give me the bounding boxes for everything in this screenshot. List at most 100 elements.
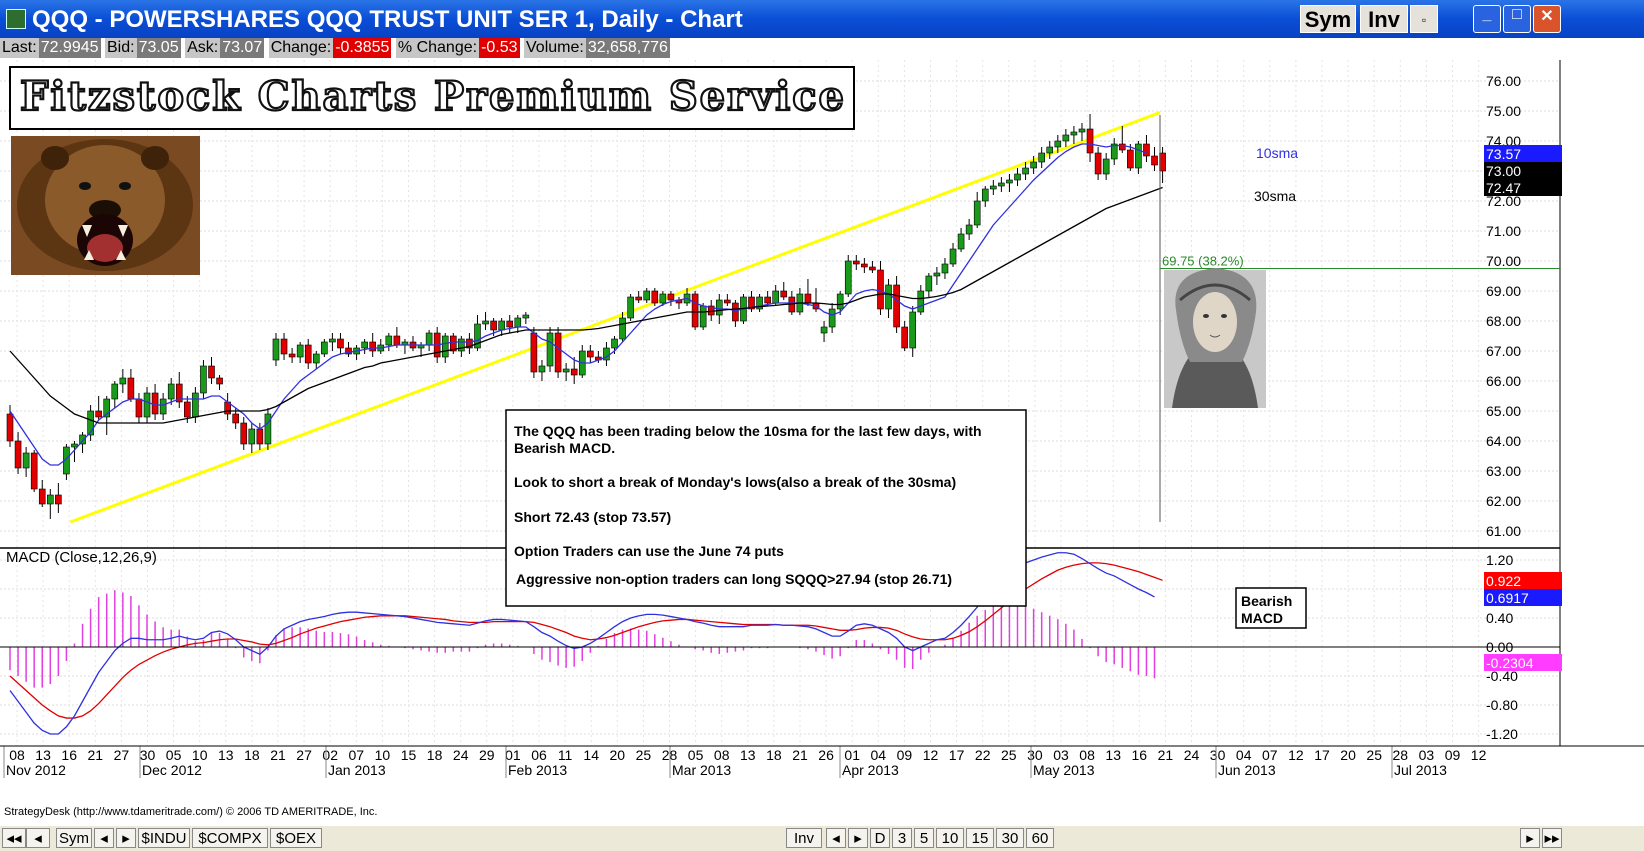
candle-body <box>522 314 530 319</box>
date-tick-label: 21 <box>792 747 808 763</box>
restore-chart-icon[interactable]: ▫ <box>1410 5 1438 33</box>
bottom-toolbar: StrategyDesk (http://www.tdameritrade.co… <box>0 806 1644 851</box>
candle-body <box>143 392 151 418</box>
tab-indu[interactable]: $INDU <box>138 828 190 848</box>
sym-tab[interactable]: Sym <box>56 828 92 848</box>
candle-body <box>901 326 908 349</box>
macd-value: 0.6917 <box>1486 590 1529 606</box>
date-tick-label: 13 <box>218 747 234 763</box>
month-tick-label: Nov 2012 <box>6 762 66 778</box>
candle-body <box>1143 143 1150 157</box>
candle-body <box>965 224 973 235</box>
candle-body <box>990 185 997 190</box>
candle-body <box>715 299 723 316</box>
date-tick-label: 17 <box>949 747 965 763</box>
candle-body <box>981 188 989 202</box>
candle-body <box>554 332 562 373</box>
period-next-icon[interactable]: ▸ <box>848 828 868 848</box>
bearish-macd-box: Bearish MACD <box>1235 587 1307 629</box>
candle-body <box>369 341 377 352</box>
candle-body <box>909 311 917 349</box>
candle-body <box>208 365 215 379</box>
period-tab-15[interactable]: 15 <box>966 828 994 848</box>
candle-body <box>288 353 296 358</box>
candle-body <box>820 326 828 334</box>
date-tick-label: 21 <box>1158 747 1174 763</box>
bearish-label-2: MACD <box>1241 610 1283 626</box>
candle-body <box>1102 158 1110 175</box>
date-tick-label: 24 <box>1184 747 1200 763</box>
bid-value: 73.05 <box>136 38 181 58</box>
tab-compx[interactable]: $COMPX <box>192 828 268 848</box>
macd-signal-line <box>9 562 1163 719</box>
candle-body <box>280 338 288 355</box>
sma-layer <box>9 143 1163 466</box>
sma30-line <box>9 186 1163 424</box>
maximize-icon[interactable]: □ <box>1503 5 1531 33</box>
price-tick-label: 64.00 <box>1486 433 1521 449</box>
inv-button[interactable]: Inv <box>1360 5 1408 33</box>
period-tab-30[interactable]: 30 <box>996 828 1024 848</box>
candle-body <box>611 338 618 349</box>
sym-button[interactable]: Sym <box>1300 5 1356 33</box>
signal-value-box <box>1484 572 1562 589</box>
price-tick-label: 62.00 <box>1486 493 1521 509</box>
candle-body <box>321 341 328 355</box>
candle-body <box>933 272 941 277</box>
date-tick-label: 13 <box>35 747 51 763</box>
macd-value-box <box>1484 589 1562 606</box>
date-tick-label: 10 <box>192 747 208 763</box>
candle-body <box>192 392 199 418</box>
bear-image <box>11 136 200 275</box>
candle-body <box>1135 143 1142 169</box>
first-icon[interactable]: ◂◂ <box>2 828 26 848</box>
candle-body <box>1022 167 1029 175</box>
candle-body <box>1118 143 1126 151</box>
price-tick-label: 70.00 <box>1486 253 1521 269</box>
last-label: Last: <box>0 38 39 58</box>
period-tab-5[interactable]: 5 <box>914 828 934 848</box>
candle-body <box>248 428 256 445</box>
scroll-right-icon[interactable]: ▸ <box>1520 828 1540 848</box>
candle-body <box>780 290 788 298</box>
date-tick-label: 09 <box>897 747 913 763</box>
close-icon[interactable]: ✕ <box>1533 5 1561 33</box>
candle-body <box>240 422 248 445</box>
sma10-value-box <box>1484 145 1562 162</box>
candle-body <box>159 398 167 415</box>
last-value: 72.9945 <box>38 38 101 58</box>
candle-body <box>506 320 514 328</box>
date-tick-label: 11 <box>558 747 573 763</box>
minimize-icon[interactable]: _ <box>1473 5 1501 33</box>
date-tick-label: 28 <box>1393 747 1409 763</box>
banner-box <box>9 66 855 130</box>
candle-body <box>441 335 449 358</box>
date-tick-label: 13 <box>740 747 756 763</box>
candle-body <box>957 233 965 250</box>
date-tick-label: 03 <box>1053 747 1069 763</box>
scroll-end-icon[interactable]: ▸▸ <box>1542 828 1562 848</box>
candle-body <box>38 488 46 505</box>
prev-page-icon[interactable]: ◂ <box>26 828 50 848</box>
date-tick-label: 18 <box>766 747 782 763</box>
period-tab-d[interactable]: D <box>870 828 890 848</box>
period-tab-10[interactable]: 10 <box>936 828 964 848</box>
candle-body <box>893 284 900 328</box>
period-prev-icon[interactable]: ◂ <box>826 828 846 848</box>
annotation-line-6: Aggressive non-option traders can long S… <box>516 571 952 587</box>
tab-next-icon[interactable]: ▸ <box>116 828 136 848</box>
candle-body <box>256 428 264 445</box>
candle-body <box>651 290 659 304</box>
inv-tab[interactable]: Inv <box>786 828 822 848</box>
period-tab-60[interactable]: 60 <box>1026 828 1054 848</box>
date-tick-label: 18 <box>427 747 443 763</box>
date-tick-label: 04 <box>1236 747 1252 763</box>
candle-body <box>22 452 30 469</box>
price-chart[interactable]: 77.0076.0075.0074.0073.0072.0071.0070.00… <box>0 60 1644 826</box>
tab-oex[interactable]: $OEX <box>270 828 322 848</box>
tab-prev-icon[interactable]: ◂ <box>94 828 114 848</box>
candle-body <box>1094 152 1102 175</box>
price-tick-label: 65.00 <box>1486 403 1521 419</box>
candle-body <box>385 335 393 346</box>
period-tab-3[interactable]: 3 <box>892 828 912 848</box>
